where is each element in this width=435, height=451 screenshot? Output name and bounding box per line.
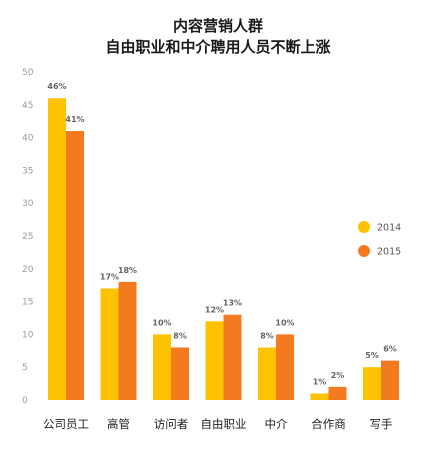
data-labels: 46%41%17%18%10%8%12%13%8%10%1%2%5%6% (47, 82, 396, 386)
bar (381, 360, 399, 400)
y-tick-label: 50 (22, 68, 34, 78)
bar (171, 347, 189, 400)
legend-label: 2015 (377, 247, 401, 258)
bar (205, 321, 224, 400)
bar (153, 334, 171, 400)
data-label: 5% (365, 351, 379, 360)
bars (48, 98, 399, 401)
y-tick-label: 15 (22, 298, 33, 308)
legend-label: 2014 (377, 223, 401, 234)
y-tick-label: 5 (22, 363, 28, 373)
legend-swatch (358, 221, 370, 233)
x-tick-label: 自由职业 (201, 417, 247, 431)
bar (66, 131, 84, 401)
x-tick-label: 写手 (370, 417, 393, 431)
chart-title: 内容营销人群 (173, 17, 263, 35)
bar (48, 98, 66, 401)
data-label: 8% (173, 332, 187, 341)
bar (328, 386, 347, 400)
bar (100, 288, 119, 400)
y-tick-label: 40 (22, 134, 34, 144)
y-tick-label: 10 (22, 330, 34, 340)
data-label: 12% (205, 305, 224, 314)
y-tick-label: 45 (22, 101, 33, 111)
y-tick-label: 25 (22, 232, 33, 242)
data-label: 8% (260, 332, 274, 341)
chart-subtitle: 自由职业和中介聘用人员不断上涨 (105, 38, 330, 56)
data-label: 18% (118, 266, 137, 275)
bar (118, 281, 137, 400)
bar (223, 314, 242, 400)
bar (276, 334, 294, 400)
data-label: 1% (313, 377, 327, 386)
legend-swatch (358, 245, 370, 257)
data-label: 6% (383, 345, 397, 354)
data-label: 2% (331, 371, 345, 380)
x-tick-label: 高管 (107, 417, 130, 431)
y-tick-label: 35 (22, 166, 33, 176)
bar (363, 367, 381, 400)
x-axis: 公司员工 高管 访问者 自由职业 中介 合作商 写手 (43, 417, 393, 431)
x-tick-label: 中介 (265, 417, 288, 431)
legend: 2014 2015 (358, 221, 401, 258)
bar (258, 347, 276, 400)
data-label: 10% (152, 318, 171, 327)
bar (310, 393, 329, 400)
y-axis: 0 5 10 15 20 25 30 35 40 45 50 (22, 68, 34, 406)
x-tick-label: 合作商 (311, 417, 346, 431)
x-tick-label: 公司员工 (43, 417, 89, 431)
y-tick-label: 20 (22, 265, 34, 275)
y-tick-label: 30 (22, 199, 34, 209)
data-label: 13% (223, 299, 242, 308)
data-label: 41% (65, 115, 84, 124)
y-tick-label: 0 (22, 396, 28, 406)
data-label: 17% (100, 272, 119, 281)
data-label: 46% (47, 82, 66, 91)
x-tick-label: 访问者 (154, 417, 189, 431)
data-label: 10% (275, 318, 294, 327)
